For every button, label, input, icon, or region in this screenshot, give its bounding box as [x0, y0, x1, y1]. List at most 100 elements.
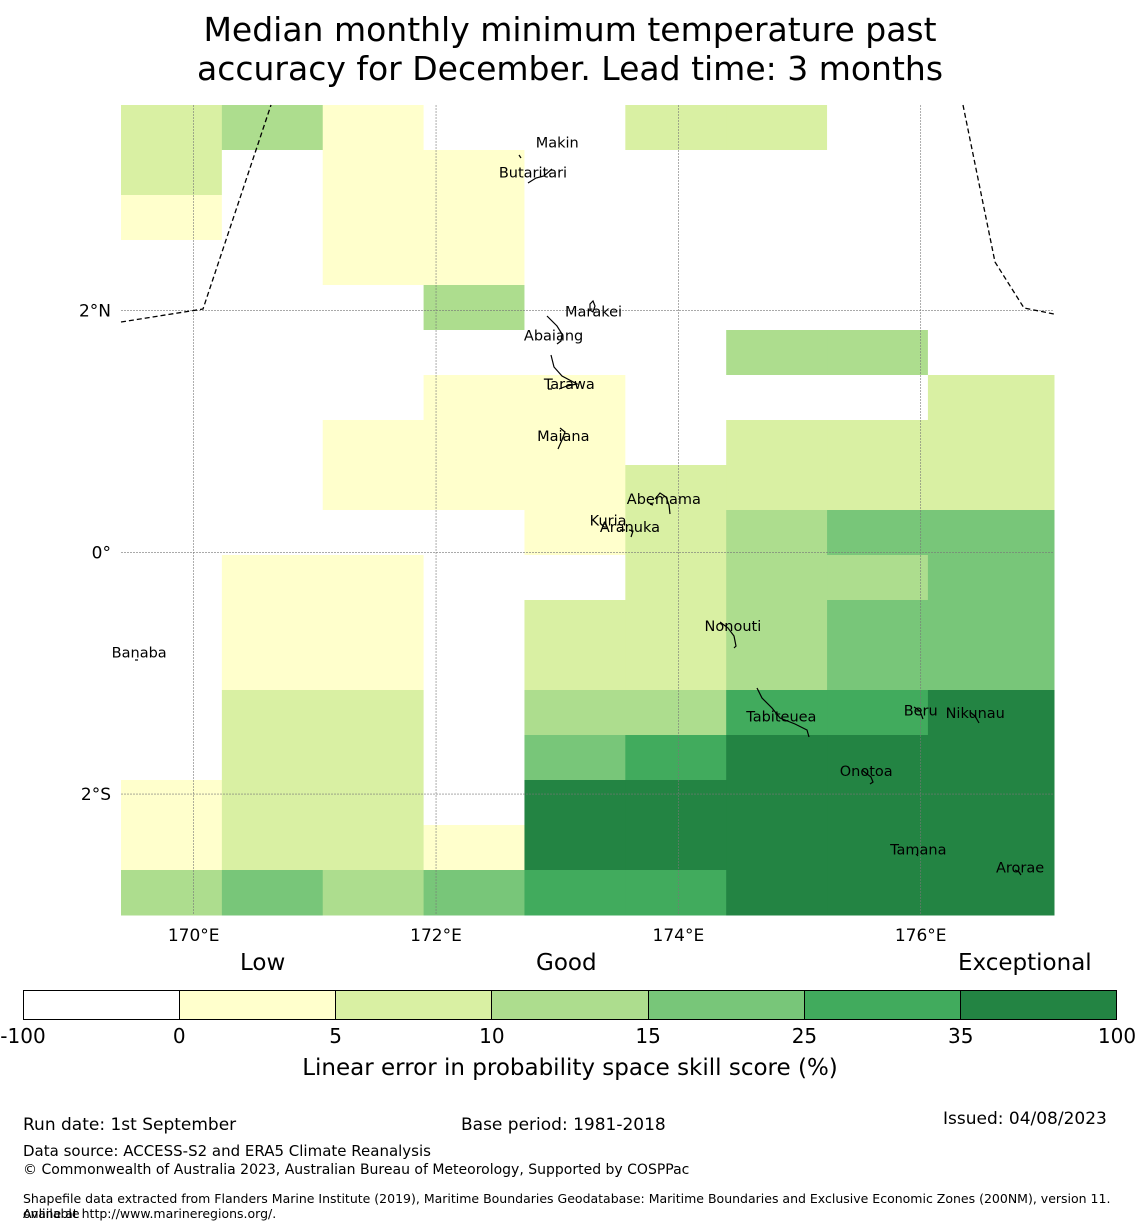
skill-cell: [524, 420, 626, 466]
skill-cell: [221, 375, 324, 421]
maiana-outline: [557, 427, 566, 450]
makin-outline: [518, 154, 522, 159]
run-date: Run date: 1st September: [23, 1115, 237, 1135]
x-tick-label: 172°E: [410, 926, 462, 946]
island-label: Banaba: [112, 645, 167, 661]
skill-cell: [322, 600, 425, 646]
abemama-outline: [649, 492, 671, 515]
skill-cell: [121, 240, 223, 286]
colorbar-segment: [492, 991, 649, 1019]
skill-cell: [625, 150, 727, 196]
x-tick-label: 170°E: [168, 926, 220, 946]
skill-cell: [322, 240, 425, 286]
skill-cell: [221, 150, 324, 196]
skill-cell: [927, 420, 1055, 466]
skill-cell: [927, 870, 1055, 916]
y-tick-label: 0°: [92, 543, 111, 563]
skill-cell: [726, 600, 828, 646]
skill-cell: [121, 780, 223, 826]
shapefile-credit-2: online at http://www.marineregions.org/.: [23, 1206, 277, 1221]
skill-cell: [423, 150, 525, 196]
island-label: Maiana: [537, 429, 589, 445]
eez-boundary: [120, 104, 1055, 323]
skill-cell: [524, 510, 626, 556]
skill-cell: [423, 825, 525, 871]
colorbar-segment: [336, 991, 493, 1019]
skill-cell: [927, 555, 1055, 601]
skill-cell: [524, 690, 626, 736]
skill-cell: [827, 195, 929, 241]
skill-cells: [121, 105, 1055, 916]
colorbar-tick-label: 15: [635, 1024, 661, 1048]
skill-cell: [827, 645, 929, 691]
skill-cell: [121, 600, 223, 646]
beru-outline: [913, 706, 924, 720]
skill-cell: [423, 240, 525, 286]
skill-cell: [221, 240, 324, 286]
nonouti-outline: [719, 621, 737, 649]
skill-cell: [423, 645, 525, 691]
colorbar-tick-label: 10: [479, 1024, 505, 1048]
skill-cell: [726, 870, 828, 916]
island-label: Abemama: [627, 492, 701, 508]
skill-cell: [625, 105, 727, 151]
map-title: Median monthly minimum temperature past …: [0, 10, 1140, 88]
island-label: Kuria: [590, 514, 627, 530]
skill-cell: [625, 555, 727, 601]
island-label: Marakei: [565, 305, 622, 321]
island-label: Tarawa: [543, 377, 595, 393]
island-label: Tabiteuea: [745, 710, 816, 726]
title-line-2: accuracy for December. Lead time: 3 mont…: [196, 49, 944, 88]
skill-cell: [625, 465, 727, 511]
skill-cell: [625, 285, 727, 331]
skill-cell: [726, 645, 828, 691]
skill-cell: [726, 825, 828, 871]
skill-cell: [625, 825, 727, 871]
island-label: Nikunau: [946, 706, 1005, 722]
legend-band-low: Low: [240, 950, 286, 976]
kuria-outline: [599, 522, 607, 528]
skill-cell: [524, 825, 626, 871]
skill-cell: [221, 825, 324, 871]
colorbar-segment: [648, 991, 805, 1019]
skill-cell: [121, 555, 223, 601]
skill-cell: [625, 510, 727, 556]
skill-cell: [322, 330, 425, 376]
eez-boundary-west: [120, 104, 272, 323]
issued-date: Issued: 04/08/2023: [943, 1109, 1107, 1129]
skill-cell: [221, 555, 324, 601]
skill-cell: [726, 780, 828, 826]
skill-cell: [927, 150, 1055, 196]
skill-cell: [121, 825, 223, 871]
skill-cell: [423, 690, 525, 736]
skill-cell: [322, 735, 425, 781]
skill-cell: [827, 510, 929, 556]
skill-cell: [524, 600, 626, 646]
tabiteuea-outline: [756, 687, 810, 738]
skill-cell: [726, 510, 828, 556]
skill-cell: [726, 420, 828, 466]
skill-cell: [726, 285, 828, 331]
colorbar-tick-label: 25: [791, 1024, 818, 1048]
skill-cell: [625, 375, 727, 421]
skill-cell: [322, 150, 425, 196]
skill-cell: [423, 870, 525, 916]
colorbar-title: Linear error in probability space skill …: [302, 1055, 838, 1081]
axis-tick-labels: 170°E 172°E 174°E 176°E 2°N 0° 2°S: [79, 302, 947, 946]
skill-cell: [625, 420, 727, 466]
skill-cell: [625, 330, 727, 376]
skill-cell: [726, 150, 828, 196]
shapefile-credit-1: Shapefile data extracted from Flanders M…: [23, 1191, 1111, 1221]
title-line-1: Median monthly minimum temperature past: [203, 10, 937, 49]
arorae-outline: [1014, 869, 1022, 876]
colorbar-segment: [804, 991, 961, 1019]
skill-cell: [221, 735, 324, 781]
y-tick-label: 2°N: [79, 302, 111, 322]
skill-cell: [524, 465, 626, 511]
skill-cell: [524, 870, 626, 916]
skill-cell: [221, 330, 324, 376]
skill-cell: [726, 375, 828, 421]
skill-cell: [221, 420, 324, 466]
eez-boundary-east: [962, 104, 1055, 315]
skill-cell: [322, 285, 425, 331]
